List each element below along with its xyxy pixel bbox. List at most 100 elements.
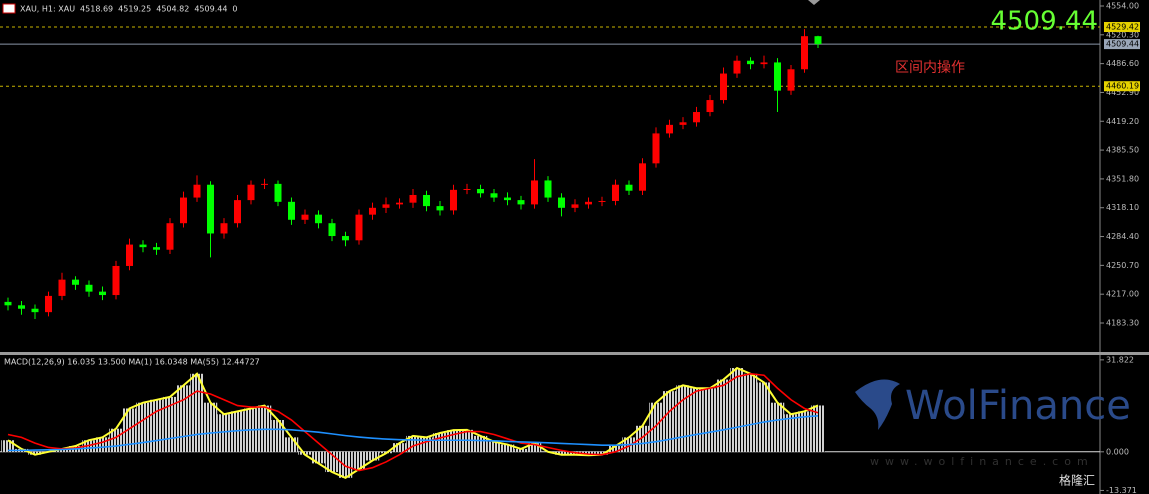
candle-body: [382, 204, 390, 208]
y-tick-label: -13.371: [1106, 486, 1137, 494]
y-tick-label: 4183.30: [1106, 319, 1139, 328]
level-tag: [1104, 39, 1140, 50]
candle-body: [774, 62, 781, 91]
macd-bar: [797, 411, 812, 452]
macd-bar: [554, 451, 569, 455]
macd-bar: [271, 420, 285, 452]
macd-bar: [676, 385, 690, 452]
macd-bar: [514, 448, 528, 452]
candle-body: [342, 236, 349, 241]
macd-bar: [122, 408, 137, 452]
candle-body: [180, 197, 187, 224]
panel-separator: [0, 352, 1149, 355]
candle-body: [355, 214, 363, 241]
header-text: 0: [232, 5, 237, 14]
macd-bar: [230, 411, 245, 452]
macd-bar: [392, 443, 407, 452]
candle-body: [801, 36, 808, 70]
macd-line: [7, 366, 819, 479]
candle-body: [139, 244, 147, 248]
macd-bar: [730, 368, 744, 452]
y-tick-label: 4351.80: [1106, 174, 1139, 183]
y-tick-label: 4217.00: [1106, 290, 1139, 299]
candle-body: [517, 200, 525, 205]
macd-bar: [95, 437, 110, 452]
candle-body: [261, 183, 268, 185]
macd-bar: [433, 433, 447, 452]
header-text: 4509.44: [194, 5, 227, 14]
candle-body: [234, 200, 241, 224]
macd-bar: [136, 402, 150, 452]
candle-body: [153, 247, 160, 250]
macd-bar: [703, 388, 717, 452]
y-tick-label: 4385.50: [1106, 146, 1139, 155]
macd-line: [7, 372, 819, 472]
macd-bar: [203, 402, 218, 452]
macd-bar: [1, 440, 15, 452]
macd-bar: [689, 388, 704, 452]
macd-bar: [352, 451, 366, 470]
header-text: 4504.82: [156, 5, 189, 14]
macd-bar: [649, 402, 663, 452]
candle-body: [760, 62, 768, 65]
candle-body: [396, 202, 403, 205]
y-tick-label: 4419.20: [1106, 117, 1139, 126]
candle-body: [706, 100, 714, 113]
level-label: 4509.44: [1106, 40, 1139, 49]
current-price: 4509.44: [990, 7, 1098, 37]
macd-line: [8, 415, 819, 452]
candle-body: [409, 194, 417, 203]
watermark-brand: WolFinance: [905, 383, 1131, 429]
macd-bar: [149, 399, 164, 452]
candle-body: [45, 295, 52, 313]
y-tick-label: 0.000: [1106, 447, 1129, 456]
arrow-marker: [808, 0, 820, 5]
candle-body: [787, 69, 795, 91]
candle-body: [490, 193, 498, 198]
candle-body: [4, 301, 12, 306]
macd-bar: [28, 451, 42, 455]
candle-body: [193, 184, 201, 198]
candle-body: [85, 284, 93, 292]
candle-body: [544, 180, 552, 198]
y-tick-label: 31.822: [1106, 355, 1134, 364]
chart-header: XAU, H1: XAU 4518.69 4519.25 4504.82 4509.44…: [20, 5, 238, 14]
y-tick-label: 4284.40: [1106, 232, 1139, 241]
candle-body: [328, 223, 336, 237]
candle-body: [450, 189, 457, 211]
candle-body: [733, 60, 741, 74]
candle-body: [58, 279, 66, 296]
flag-icon: [2, 3, 16, 14]
candle-body: [625, 184, 633, 191]
macd-bar: [635, 425, 650, 452]
candle-body: [247, 184, 255, 201]
level-label: 4460.19: [1106, 82, 1139, 91]
y-tick-label: 4318.10: [1106, 203, 1139, 212]
candle-body: [112, 265, 120, 296]
candle-body: [693, 112, 700, 123]
candle-body: [18, 305, 25, 309]
source-label: 格隆汇: [1059, 473, 1095, 488]
header-text: 4518.69: [80, 5, 113, 14]
header-text: 4519.25: [118, 5, 151, 14]
macd-bar: [527, 443, 542, 452]
macd-bar: [217, 414, 231, 452]
candle-body: [652, 133, 660, 164]
macd-bar: [311, 451, 326, 464]
candle-body: [585, 201, 592, 205]
candle-body: [166, 223, 174, 250]
candle-body: [288, 201, 295, 220]
candle-body: [31, 308, 39, 313]
macd-bar: [784, 414, 798, 452]
macd-bar: [487, 441, 501, 452]
candle-body: [423, 194, 430, 207]
macd-bar: [338, 451, 353, 478]
candle-body: [274, 183, 282, 202]
level-tag: [1104, 22, 1140, 33]
candle-body: [99, 291, 106, 296]
watermark-url: www.wolfinance.com: [870, 455, 1094, 468]
y-tick-label: 4486.60: [1106, 59, 1139, 68]
candle-body: [571, 204, 579, 208]
